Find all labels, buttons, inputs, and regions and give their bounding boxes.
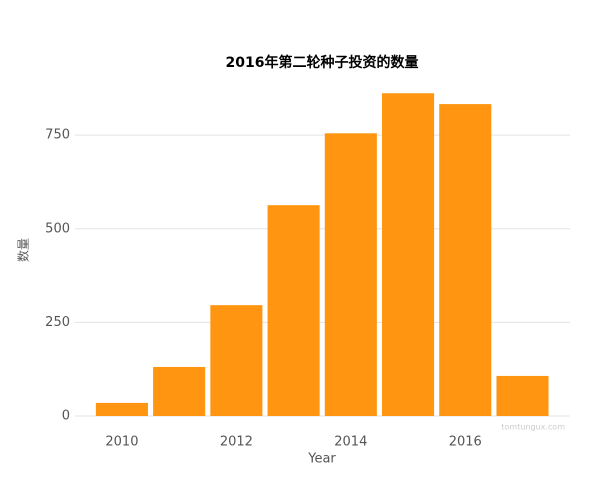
- chart-title: 2016年第二轮种子投资的数量: [226, 54, 419, 71]
- y-tick-label: 250: [45, 315, 70, 330]
- bar: [210, 305, 263, 416]
- y-axis-label: 数量: [16, 238, 31, 262]
- bar: [382, 93, 435, 417]
- y-tick-label: 750: [45, 128, 70, 143]
- y-tick-label: 0: [62, 409, 70, 424]
- x-tick-label: 2014: [334, 435, 367, 450]
- bar: [439, 104, 492, 417]
- bar: [95, 402, 148, 416]
- x-tick-label: 2016: [449, 435, 482, 450]
- bar: [496, 375, 549, 416]
- bar: [267, 205, 320, 416]
- bar: [153, 366, 206, 416]
- bar: [324, 133, 377, 417]
- x-tick-label: 2010: [105, 435, 138, 450]
- watermark: tomtungux.com: [501, 423, 565, 432]
- x-tick-label: 2012: [220, 435, 253, 450]
- x-axis-label: Year: [307, 452, 336, 467]
- y-tick-label: 500: [45, 221, 70, 236]
